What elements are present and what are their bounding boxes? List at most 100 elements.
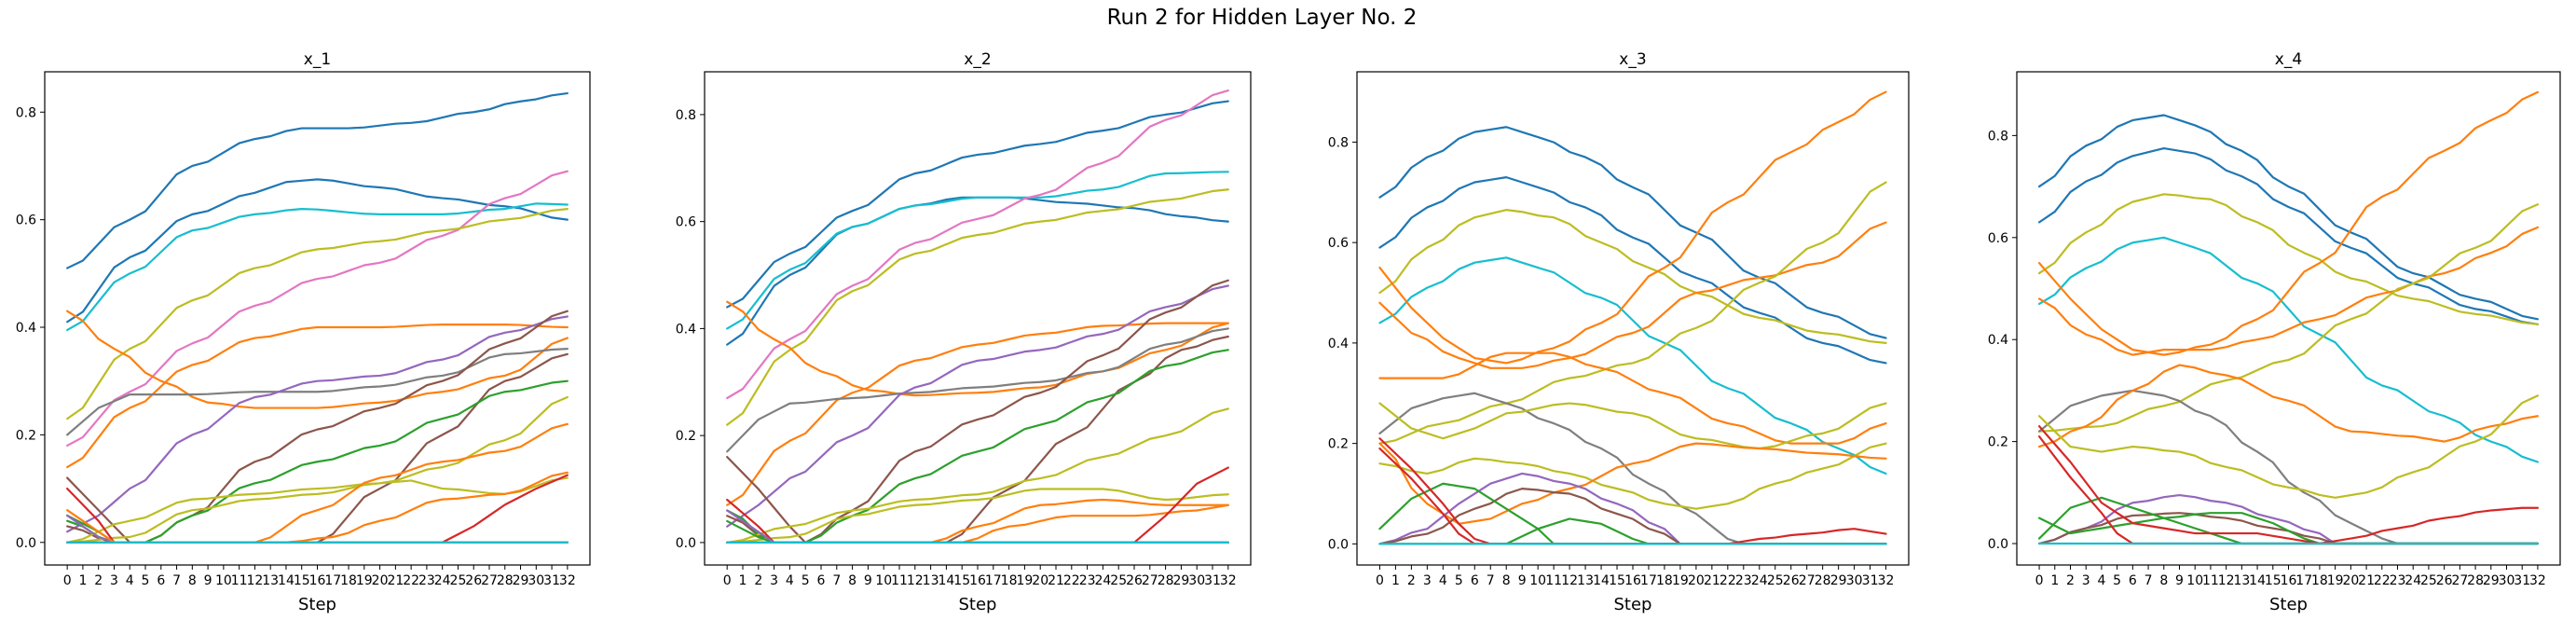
x-tick-label: 16: [969, 573, 986, 588]
y-tick-label: 0.4: [1328, 337, 1349, 351]
x-tick-label: 3: [110, 573, 118, 588]
x-tick-label: 13: [262, 573, 279, 588]
x-tick-label: 11: [1545, 573, 1562, 588]
y-tick-label: 0.4: [16, 321, 36, 336]
x-tick-label: 6: [157, 573, 165, 588]
series-line-3: [1378, 209, 1887, 344]
x-tick-label: 5: [2113, 573, 2121, 588]
x-tick-label: 4: [786, 573, 794, 588]
x-tick-label: 25: [450, 573, 467, 588]
x-tick-label: 18: [2311, 573, 2328, 588]
series-line-2: [2037, 146, 2540, 325]
x-tick-label: 29: [1830, 573, 1847, 588]
series-line-6: [1378, 221, 1887, 369]
x-tick-label: 4: [126, 573, 134, 588]
x-tick-label: 28: [1815, 573, 1831, 588]
x-tick-label: 0: [1376, 573, 1384, 588]
x-tick-label: 9: [1518, 573, 1527, 588]
x-tick-label: 25: [2420, 573, 2437, 588]
x-tick-label: 0: [63, 573, 72, 588]
series-group: [66, 91, 569, 544]
x-tick-label: 7: [172, 573, 181, 588]
y-tick-label: 0.0: [1328, 537, 1349, 552]
x-tick-label: 9: [204, 573, 212, 588]
figure-title: Run 2 for Hidden Layer No. 2: [1107, 6, 1418, 30]
x-tick-label: 12: [2218, 573, 2235, 588]
series-line-5: [726, 188, 1229, 426]
x-tick-label: 14: [1593, 573, 1610, 588]
x-tick-label: 25: [1767, 573, 1784, 588]
series-line-12: [66, 379, 569, 544]
x-tick-label: 21: [387, 573, 404, 588]
x-tick-label: 19: [2327, 573, 2344, 588]
x-tick-label: 22: [2374, 573, 2391, 588]
x-tick-label: 28: [497, 573, 514, 588]
x-tick-label: 10: [2186, 573, 2203, 588]
x-tick-label: 11: [891, 573, 908, 588]
x-tick-label: 12: [1561, 573, 1578, 588]
x-axis-label: Step: [298, 595, 336, 614]
x-tick-label: 7: [1487, 573, 1495, 588]
x-tick-label: 12: [907, 573, 924, 588]
series-group: [726, 89, 1229, 544]
x-tick-label: 15: [1609, 573, 1625, 588]
series-line-7: [66, 324, 569, 469]
x-tick-label: 13: [2233, 573, 2250, 588]
series-line-9: [66, 315, 569, 533]
y-tick-label: 0.8: [16, 105, 36, 120]
x-tick-label: 28: [2467, 573, 2484, 588]
x-tick-label: 15: [294, 573, 310, 588]
x-tick-label: 5: [1455, 573, 1463, 588]
x-tick-label: 26: [465, 573, 482, 588]
x-tick-label: 11: [231, 573, 248, 588]
x-tick-label: 30: [1846, 573, 1863, 588]
subplot-title: x_2: [964, 50, 991, 69]
x-tick-label: 0: [723, 573, 732, 588]
x-tick-label: 3: [2082, 573, 2090, 588]
x-tick-label: 24: [2405, 573, 2421, 588]
x-tick-label: 32: [1220, 573, 1237, 588]
x-tick-label: 18: [1001, 573, 1018, 588]
x-tick-label: 31: [2514, 573, 2530, 588]
x-tick-label: 9: [2175, 573, 2184, 588]
series-line-15: [2037, 425, 2540, 545]
series-line-2: [66, 178, 569, 324]
series-line-13: [66, 395, 569, 544]
subplot-x3: x_3 Step 0 1 2 3 4 5 6 7 8 9 10 11 12 13 14 15 16 17 18 19 2…: [1328, 50, 1910, 614]
x-tick-label: 1: [1391, 573, 1400, 588]
x-tick-label: 13: [923, 573, 939, 588]
x-tick-label: 2: [2066, 573, 2075, 588]
series-line-9: [726, 284, 1229, 528]
x-tick-label: 17: [324, 573, 341, 588]
x-tick-label: 21: [2358, 573, 2375, 588]
series-line-2: [1378, 176, 1887, 365]
series-line-3: [66, 202, 569, 331]
x-tick-label: 32: [1878, 573, 1895, 588]
series-line-6: [726, 300, 1229, 397]
x-tick-label: 14: [938, 573, 954, 588]
x-tick-label: 23: [2390, 573, 2406, 588]
y-tick-label: 0.6: [1328, 236, 1349, 251]
x-tick-label: 7: [832, 573, 841, 588]
x-tick-label: 10: [1529, 573, 1546, 588]
x-tick-label: 6: [817, 573, 826, 588]
x-tick-label: 23: [418, 573, 435, 588]
y-tick-label: 0.6: [676, 215, 696, 230]
series-line-1: [726, 100, 1229, 309]
x-tick-label: 31: [1204, 573, 1221, 588]
x-tick-label: 13: [1577, 573, 1594, 588]
x-tick-label: 8: [2159, 573, 2168, 588]
series-line-10: [1378, 402, 1887, 450]
x-tick-label: 0: [2035, 573, 2044, 588]
x-tick-label: 20: [372, 573, 389, 588]
series-line-14: [66, 476, 569, 544]
x-tick-label: 30: [528, 573, 544, 588]
x-tick-label: 2: [754, 573, 762, 588]
x-tick-label: 23: [1079, 573, 1096, 588]
x-tick-label: 18: [1656, 573, 1673, 588]
x-tick-label: 8: [848, 573, 856, 588]
x-tick-label: 1: [78, 573, 87, 588]
x-tick-label: 17: [2295, 573, 2312, 588]
y-tick-label: 0.2: [1328, 437, 1349, 452]
series-line-9: [2037, 364, 2540, 448]
